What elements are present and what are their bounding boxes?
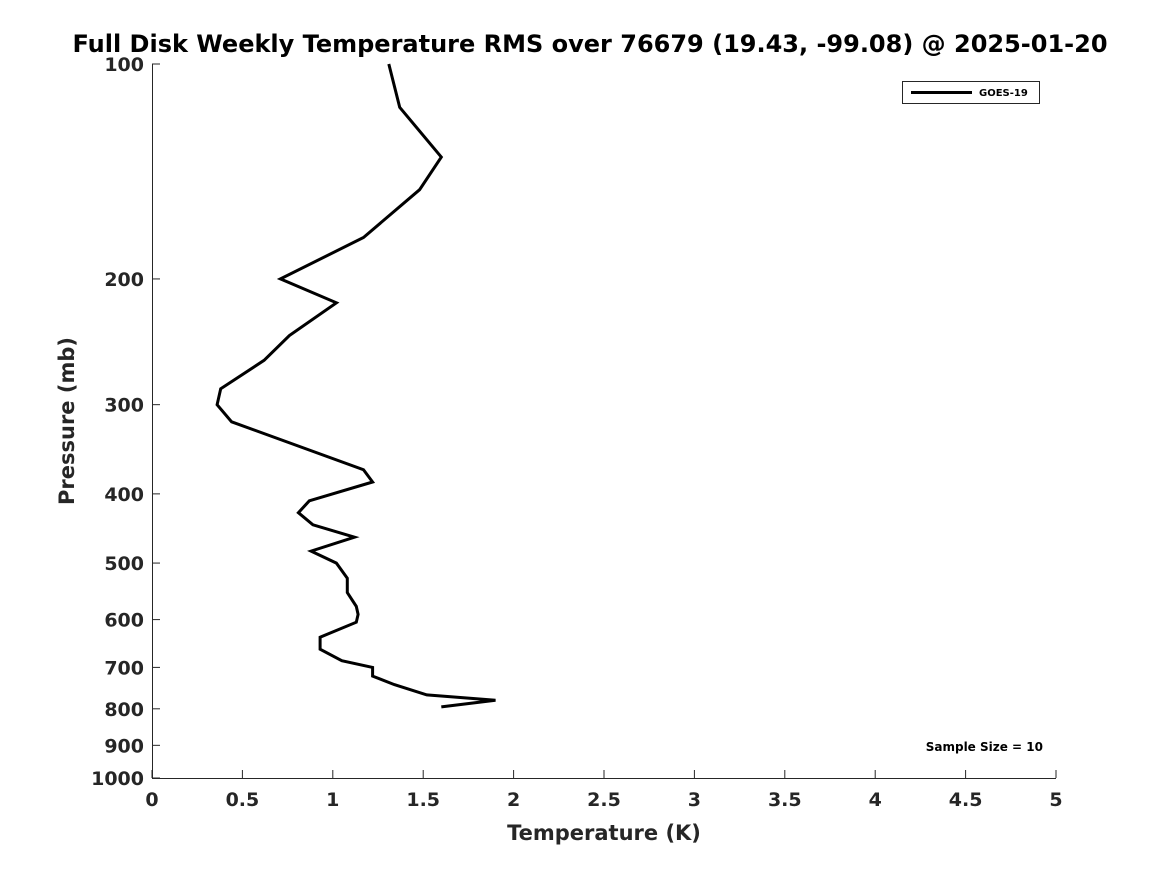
x-tick-label: 4.5 bbox=[949, 789, 983, 811]
series-line-goes-19 bbox=[215, 63, 496, 709]
y-tick-label: 200 bbox=[104, 269, 144, 291]
y-tick-label: 100 bbox=[104, 54, 144, 76]
x-tick-label: 0.5 bbox=[226, 789, 260, 811]
y-tick-label: 900 bbox=[104, 735, 144, 757]
x-tick-label: 1 bbox=[326, 789, 339, 811]
x-axis-label: Temperature (K) bbox=[507, 821, 701, 845]
y-tick-label: 500 bbox=[104, 553, 144, 575]
x-tick-label: 0 bbox=[145, 789, 158, 811]
x-tick-label: 3 bbox=[688, 789, 701, 811]
y-tick-label: 600 bbox=[104, 610, 144, 632]
sample-size-annotation: Sample Size = 10 bbox=[926, 740, 1043, 754]
x-tick-label: 5 bbox=[1049, 789, 1062, 811]
x-tick-label: 2 bbox=[507, 789, 520, 811]
x-tick-label: 4 bbox=[869, 789, 882, 811]
y-tick-label: 400 bbox=[104, 484, 144, 506]
chart-title: Full Disk Weekly Temperature RMS over 76… bbox=[72, 30, 1107, 58]
plot-axes bbox=[152, 64, 1056, 779]
x-tick-label: 2.5 bbox=[587, 789, 621, 811]
y-ticks: 100 200 300 400 500 600 700 800 900 1000 bbox=[91, 54, 160, 790]
y-axis-label: Pressure (mb) bbox=[55, 337, 79, 505]
y-tick-label: 800 bbox=[104, 699, 144, 721]
legend: GOES-19 bbox=[902, 81, 1040, 104]
y-tick-label: 700 bbox=[104, 657, 144, 679]
x-tick-label: 3.5 bbox=[768, 789, 802, 811]
y-tick-label: 1000 bbox=[91, 768, 144, 790]
x-tick-label: 1.5 bbox=[406, 789, 440, 811]
series-layer bbox=[215, 63, 496, 709]
legend-label-goes-19: GOES-19 bbox=[979, 88, 1028, 99]
y-tick-label: 300 bbox=[104, 395, 144, 417]
x-ticks: 0 0.5 1 1.5 2 2.5 3 3.5 4 4.5 5 bbox=[145, 770, 1063, 811]
